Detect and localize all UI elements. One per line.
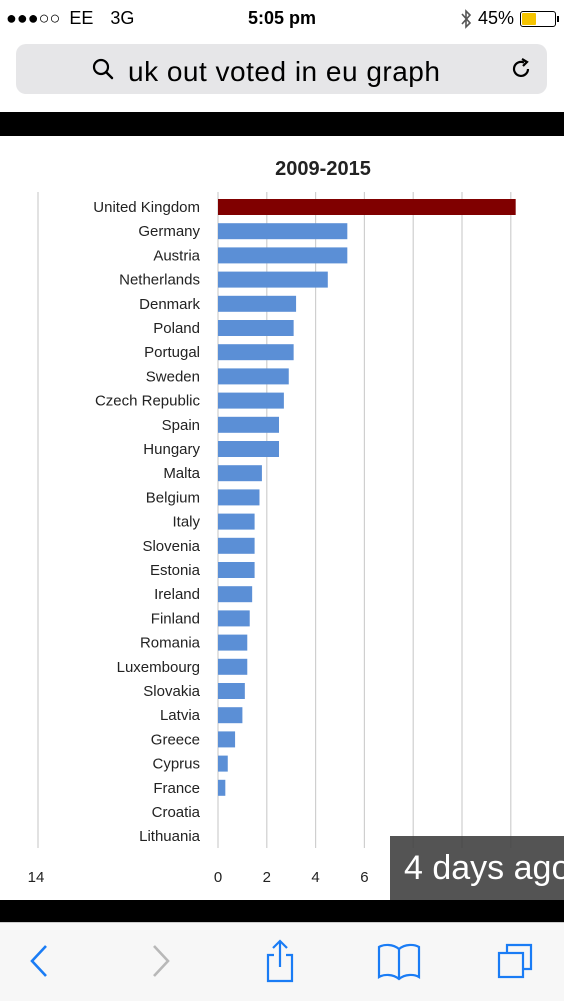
timestamp-toast: 4 days ago — [390, 836, 564, 900]
share-icon — [266, 939, 294, 983]
address-bar[interactable]: uk out voted in eu graph — [16, 44, 547, 94]
bar-portugal — [218, 344, 294, 361]
status-left: ●●●○○ EE 3G — [6, 8, 134, 29]
category-label: Estonia — [150, 562, 201, 579]
category-label: Slovakia — [143, 683, 200, 700]
bar-italy — [218, 513, 255, 530]
category-label: France — [153, 780, 200, 797]
category-label: Netherlands — [119, 272, 200, 289]
page-header-strip — [0, 112, 564, 136]
category-label: Germany — [138, 223, 200, 240]
x-tick-label: 4 — [311, 869, 319, 886]
bar-hungary — [218, 441, 279, 457]
battery-icon — [520, 10, 559, 27]
page-content[interactable]: United Kingdom Germany Austria Netherlands D… — [0, 136, 564, 900]
share-button[interactable] — [255, 939, 305, 983]
category-label: Sweden — [146, 368, 200, 385]
x-tick-label: 2 — [263, 869, 271, 886]
browser-toolbar — [0, 922, 564, 1001]
bookmarks-button[interactable] — [374, 939, 424, 983]
bookmarks-icon — [377, 943, 421, 981]
battery-fill — [522, 12, 536, 25]
category-label: Greece — [151, 731, 200, 748]
category-label: Belgium — [146, 489, 200, 506]
bar-czech-republic — [218, 392, 284, 409]
bar-cyprus — [218, 755, 228, 772]
bar-latvia — [218, 707, 243, 724]
x-tick-label: 0 — [214, 869, 222, 886]
status-right: 45% — [460, 8, 559, 29]
bar-malta — [218, 465, 262, 482]
bar-netherlands — [218, 271, 328, 288]
bar-luxembourg — [218, 658, 248, 675]
category-label: Poland — [153, 320, 200, 337]
category-label: Portugal — [144, 344, 200, 361]
category-label: Luxembourg — [117, 659, 200, 676]
bar-romania — [218, 634, 248, 651]
category-label: Finland — [151, 610, 200, 627]
tabs-icon — [497, 943, 533, 979]
clock: 5:05 pm — [247, 8, 317, 28]
toast-text: 4 days ago — [404, 849, 564, 887]
category-label: Croatia — [152, 804, 201, 821]
bar-greece — [218, 731, 236, 748]
category-label: Latvia — [160, 707, 201, 724]
chevron-left-icon — [30, 945, 47, 977]
bluetooth-icon — [461, 8, 472, 29]
bar-poland — [218, 320, 294, 336]
category-label: Slovenia — [142, 538, 200, 555]
bar-sweden — [218, 368, 289, 385]
category-label: Lithuania — [139, 828, 201, 845]
bar-estonia — [218, 562, 255, 578]
bar-finland — [218, 610, 250, 627]
category-label: Austria — [153, 247, 200, 264]
category-label: Czech Republic — [95, 393, 201, 410]
bar-slovenia — [218, 537, 255, 554]
bar-ireland — [218, 586, 253, 603]
battery-percent: 45% — [477, 8, 514, 28]
reload-icon[interactable] — [509, 57, 533, 81]
category-label: Malta — [163, 465, 200, 482]
category-label: Ireland — [154, 586, 200, 603]
tabs-button[interactable] — [490, 939, 540, 983]
forward-button[interactable] — [136, 939, 186, 983]
bar-spain — [218, 416, 279, 433]
bar-united-kingdom — [218, 199, 516, 215]
category-label: Denmark — [139, 296, 200, 313]
chevron-right-icon — [153, 945, 170, 977]
bar-germany — [218, 223, 348, 240]
page-footer-strip — [0, 900, 564, 922]
network-type: 3G — [110, 8, 135, 28]
bar-belgium — [218, 489, 260, 506]
carrier-name: EE — [69, 8, 94, 28]
category-label: Romania — [140, 635, 201, 652]
signal-strength: ●●●○○ — [6, 8, 61, 28]
back-button[interactable] — [14, 939, 64, 983]
x-tick-label: 14 — [28, 869, 45, 886]
bar-france — [218, 779, 226, 796]
bar-slovakia — [218, 683, 245, 699]
bar-denmark — [218, 295, 297, 312]
x-tick-label: 6 — [360, 869, 368, 886]
search-icon — [92, 58, 114, 80]
category-label: Cyprus — [152, 756, 200, 773]
category-label: United Kingdom — [93, 199, 200, 216]
bar-chart: United Kingdom Germany Austria Netherlands D… — [28, 158, 516, 886]
category-label: Hungary — [143, 441, 200, 458]
category-label: Spain — [162, 417, 200, 434]
search-query[interactable]: uk out voted in eu graph — [128, 56, 441, 87]
bar-austria — [218, 247, 348, 264]
chart-title: 2009-2015 — [275, 158, 371, 180]
status-bar: ●●●○○ EE 3G 5:05 pm 45% — [0, 0, 564, 38]
category-label: Italy — [172, 514, 200, 531]
